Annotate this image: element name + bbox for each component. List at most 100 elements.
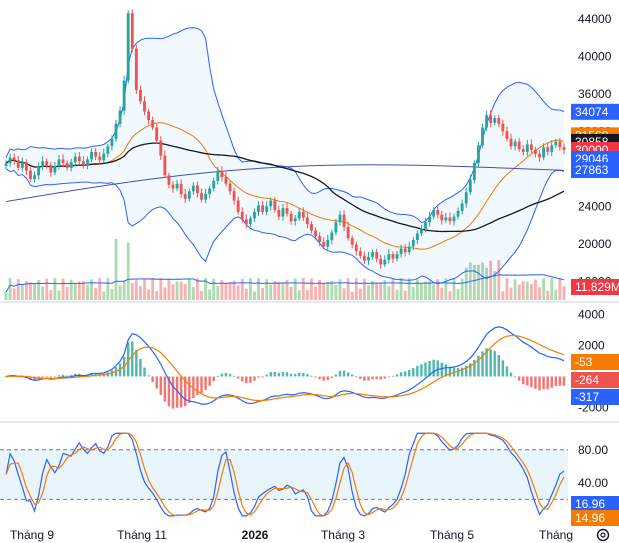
candle-body [468, 180, 472, 193]
candle-body [257, 205, 260, 212]
y-tick-label: 44000 [578, 12, 612, 26]
bollinger-fill [6, 27, 564, 284]
candle-body [86, 159, 89, 165]
volume-bar [167, 279, 171, 300]
volume-bar [395, 289, 399, 300]
candle-body [16, 160, 20, 168]
macd-histogram-bar [383, 376, 386, 379]
candle-body [330, 232, 334, 240]
volume-bar [407, 278, 411, 300]
candle-body [477, 145, 480, 164]
candle-body [481, 127, 484, 146]
candle-body [472, 163, 476, 180]
macd-histogram-bar [224, 373, 228, 377]
volume-bar [460, 278, 464, 300]
volume-bar [521, 281, 525, 300]
volume-bar [187, 279, 191, 300]
volume-bar [212, 278, 216, 300]
macd-histogram-bar [375, 376, 378, 380]
candle-body [428, 216, 431, 223]
macd-histogram-bar [310, 375, 313, 377]
volume-bar [236, 285, 240, 300]
candle-body [326, 240, 330, 247]
candle-body [448, 217, 452, 222]
macd-badge: -264 [575, 373, 599, 387]
candle-body [37, 166, 41, 176]
macd-histogram-bar [277, 372, 281, 377]
volume-bar [102, 291, 106, 300]
macd-histogram-bar [204, 376, 207, 390]
gear-icon-hub [600, 532, 606, 538]
macd-histogram-bar [131, 341, 134, 377]
macd-histogram-bar [509, 372, 513, 377]
macd-histogram-bar [53, 376, 57, 378]
macd-histogram-bar [139, 358, 142, 377]
gear-icon[interactable] [596, 528, 610, 542]
volume-bar [216, 286, 220, 300]
candle-body [61, 159, 65, 164]
volume-bar [338, 279, 342, 300]
candle-body [493, 118, 497, 123]
volume-bar [481, 262, 484, 300]
macd-histogram-bar [501, 360, 505, 377]
candle-body [538, 153, 541, 158]
candle-body [542, 147, 546, 158]
volume-bar [90, 279, 93, 300]
volume-bar [505, 278, 509, 300]
macd-histogram-bar [460, 367, 464, 377]
candle-body [440, 214, 444, 221]
macd-histogram-bar [69, 375, 73, 377]
macd-histogram-bar [513, 376, 517, 378]
volume-bar [534, 279, 537, 300]
candle-body [106, 146, 110, 154]
volume-bar [554, 289, 558, 300]
macd-signal-line [6, 335, 565, 402]
candle-body [248, 218, 252, 225]
candle-body [126, 13, 130, 81]
candle-body [220, 170, 224, 178]
volume-bar [346, 278, 350, 300]
macd-histogram-bar [554, 376, 558, 387]
candle-body [293, 218, 297, 222]
volume-bar [224, 283, 228, 300]
candle-body [415, 233, 419, 240]
macd-histogram-bar [261, 376, 264, 378]
volume-bar [20, 285, 24, 300]
candle-body [236, 200, 240, 212]
candle-body [139, 90, 142, 102]
macd-histogram-bar [253, 376, 256, 381]
macd-histogram-bar [245, 376, 248, 384]
volume-bar [228, 282, 232, 300]
candle-body [53, 165, 57, 173]
volume-bar [485, 267, 489, 300]
volume-bar [33, 283, 36, 300]
candle-body [546, 147, 550, 152]
candle-body [505, 131, 509, 139]
macd-histogram-bar [407, 370, 411, 377]
volume-bar [493, 271, 497, 300]
volume-bar [61, 278, 65, 300]
macd-histogram-bar [318, 376, 321, 380]
macd-histogram-bar [481, 351, 484, 377]
candle-body [358, 251, 362, 256]
volume-bar [440, 287, 444, 300]
candle-body [98, 156, 102, 161]
candle-body [277, 210, 281, 217]
volume-bar [122, 280, 126, 300]
macd-histogram-bar [526, 376, 529, 386]
y-tick-label: 2000 [578, 338, 605, 352]
macd-histogram-bar [90, 373, 93, 377]
candle-body [77, 156, 81, 162]
macd-histogram-bar [546, 376, 549, 390]
macd-histogram-bar [387, 376, 391, 378]
macd-histogram-bar [163, 376, 167, 402]
candle-body [497, 118, 501, 124]
macd-histogram-bar [281, 372, 285, 377]
volume-bar [497, 260, 501, 300]
macd-histogram-bar [241, 376, 244, 382]
macd-histogram-bar [298, 372, 301, 377]
candle-body [273, 200, 277, 210]
macd-histogram-bar [456, 368, 460, 377]
macd-histogram-bar [57, 375, 61, 377]
candle-body [407, 246, 411, 253]
